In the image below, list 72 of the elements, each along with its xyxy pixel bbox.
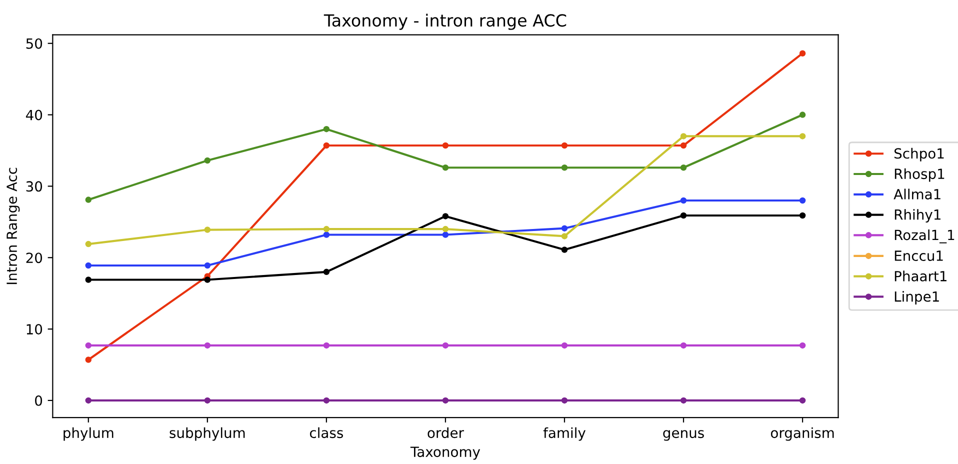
point bbox=[799, 112, 806, 118]
point bbox=[85, 240, 92, 248]
point bbox=[561, 233, 568, 240]
y-axis-title: Intron Range Acc bbox=[6, 168, 20, 284]
point bbox=[680, 133, 687, 140]
point bbox=[204, 226, 211, 233]
point bbox=[680, 212, 687, 219]
point bbox=[204, 276, 211, 283]
point bbox=[442, 142, 449, 149]
x-axis-title: Taxonomy bbox=[410, 446, 480, 460]
point bbox=[561, 225, 568, 232]
legend-label: Allma1 bbox=[894, 188, 940, 200]
x-tick-label: order bbox=[428, 427, 464, 438]
x-tick-label: class bbox=[310, 427, 344, 438]
point bbox=[561, 246, 568, 253]
point bbox=[85, 196, 92, 203]
point bbox=[85, 342, 92, 349]
x-tick-label: phylum bbox=[64, 427, 114, 441]
point bbox=[323, 397, 330, 404]
point bbox=[323, 142, 330, 149]
point bbox=[442, 164, 449, 171]
point bbox=[561, 342, 568, 349]
point bbox=[442, 342, 449, 349]
point bbox=[680, 397, 687, 404]
legend-label: Enccu1 bbox=[894, 250, 943, 262]
point bbox=[680, 197, 687, 204]
legend-label: Rhihy1 bbox=[894, 209, 940, 223]
point bbox=[442, 397, 449, 404]
point bbox=[323, 232, 330, 238]
point bbox=[561, 164, 568, 171]
point bbox=[799, 212, 806, 219]
point bbox=[680, 342, 687, 349]
point bbox=[680, 164, 687, 171]
point bbox=[323, 268, 330, 276]
point bbox=[323, 342, 330, 349]
point bbox=[442, 213, 449, 220]
point bbox=[85, 356, 92, 363]
point bbox=[204, 397, 211, 404]
y-tick-label: 30 bbox=[26, 181, 42, 192]
point bbox=[85, 397, 92, 404]
point bbox=[561, 142, 568, 149]
point bbox=[204, 262, 211, 269]
point bbox=[85, 276, 92, 283]
point bbox=[323, 126, 330, 132]
point bbox=[799, 397, 806, 404]
legend-label: Phaart1 bbox=[894, 270, 946, 282]
x-tick-label: organism bbox=[770, 427, 834, 441]
x-tick-label: subphylum bbox=[170, 427, 245, 441]
legend-label: Schpo1 bbox=[894, 148, 944, 162]
legend-label: Rhosp1 bbox=[894, 168, 944, 182]
chart-title: Taxonomy - intron range ACC bbox=[324, 14, 566, 30]
legend-label: Linpe1 bbox=[894, 291, 939, 304]
point bbox=[799, 133, 806, 140]
point bbox=[204, 157, 211, 164]
legend-label: Rozal1_1 bbox=[894, 229, 954, 244]
point bbox=[442, 226, 449, 232]
point bbox=[799, 50, 806, 56]
point bbox=[680, 142, 687, 149]
y-tick-label: 20 bbox=[26, 252, 42, 264]
y-tick-label: 10 bbox=[26, 324, 42, 335]
point bbox=[561, 397, 568, 404]
point bbox=[799, 342, 806, 349]
point bbox=[323, 226, 330, 232]
x-tick-label: family bbox=[543, 427, 586, 441]
y-tick-label: 40 bbox=[26, 110, 42, 120]
point bbox=[204, 342, 211, 349]
x-tick-label: genus bbox=[663, 430, 704, 441]
point bbox=[442, 232, 449, 238]
y-tick-label: 50 bbox=[26, 38, 42, 49]
point bbox=[85, 262, 92, 269]
point bbox=[799, 197, 806, 204]
y-tick-label: 0 bbox=[35, 395, 42, 406]
